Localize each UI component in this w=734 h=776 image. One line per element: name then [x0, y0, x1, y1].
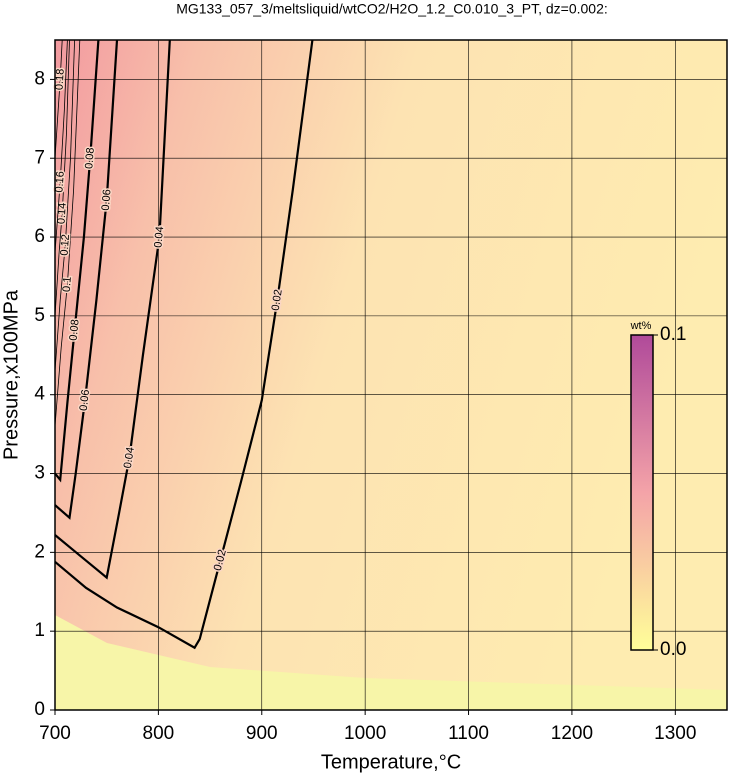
contour-label: 0.04	[122, 446, 137, 469]
y-tick-label: 0	[34, 699, 45, 720]
contour-label: 0.1	[61, 276, 74, 292]
x-tick-label: 1300	[654, 723, 696, 744]
contour-line	[54, 39, 63, 159]
x-tick-label: 700	[39, 723, 71, 744]
y-tick-label: 6	[34, 226, 45, 247]
contour-label: 0.16	[53, 171, 66, 193]
x-axis-label: Temperature,°C	[321, 751, 461, 773]
contour-line	[54, 39, 171, 580]
y-tick-label: 2	[34, 541, 45, 562]
y-tick-label: 4	[34, 384, 45, 405]
x-tick-label: 900	[246, 723, 278, 744]
colorbar	[630, 334, 654, 651]
colorbar-label: wt%	[630, 320, 652, 332]
y-tick-label: 5	[34, 305, 45, 326]
x-tick-label: 1200	[551, 723, 593, 744]
x-tick-label: 1100	[448, 723, 489, 744]
low-region	[55, 615, 727, 710]
y-axis-label: Pressure,x100MPa	[0, 289, 22, 460]
chart-title: MG133_057_3/meltsliquid/wtCO2/H2O_1.2_C0…	[176, 1, 608, 17]
contour-label: 0.06	[78, 389, 92, 412]
contour-label: 0.18	[53, 68, 66, 90]
contour-label: 0.06	[100, 189, 114, 211]
contour-label: 0.08	[68, 319, 82, 342]
colorbar-tick-label: 0.1	[660, 324, 686, 345]
contour-line	[54, 39, 75, 372]
contour-line	[54, 39, 119, 520]
contour-label: 0.08	[83, 147, 97, 169]
plot-background	[55, 40, 727, 710]
y-tick-label: 8	[34, 68, 45, 89]
contour-line	[54, 39, 100, 483]
plot-frame	[54, 39, 728, 711]
y-tick-label: 1	[34, 620, 45, 641]
colorbar-tick-label: 0.0	[660, 639, 686, 660]
x-tick-label: 800	[143, 723, 175, 744]
contour-label: 0.02	[270, 289, 285, 312]
contour-line	[54, 39, 81, 427]
y-tick-label: 7	[34, 147, 45, 168]
contour-line	[54, 39, 314, 650]
y-tick-label: 3	[34, 463, 45, 484]
contour-label: 0.04	[152, 226, 166, 248]
x-tick-label: 1000	[344, 723, 386, 744]
contour-label: 0.12	[58, 234, 72, 256]
contour-line	[54, 39, 68, 253]
contour-line	[54, 39, 70, 316]
